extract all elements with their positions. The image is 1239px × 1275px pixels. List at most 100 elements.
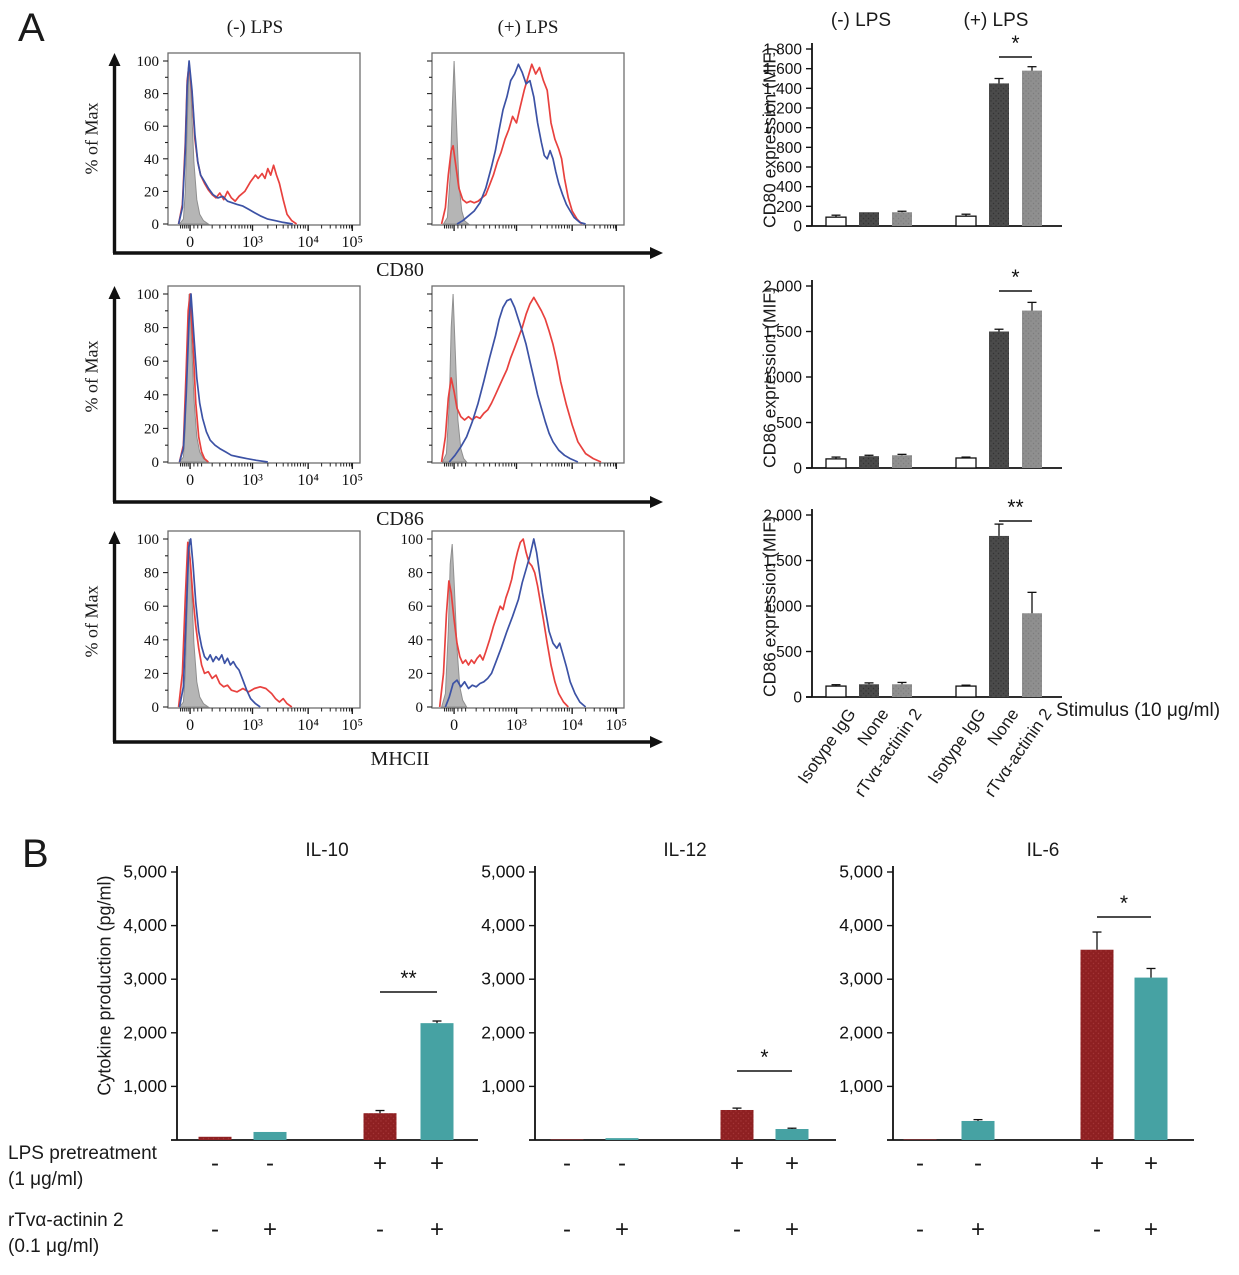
svg-text:0: 0 xyxy=(793,219,802,236)
mif-ylabel-cd80: CD80 expression (MIF) xyxy=(759,47,780,228)
svg-text:10⁵: 10⁵ xyxy=(606,717,628,734)
svg-text:1,500: 1,500 xyxy=(763,324,802,341)
svg-text:100: 100 xyxy=(401,532,424,548)
svg-text:4,000: 4,000 xyxy=(839,915,883,935)
mif-bar-chart-0: 0 200 400 600 800 1,000 1,200 1,400 1,600 1,800 * xyxy=(763,32,1062,236)
treatment-sign: + xyxy=(729,1150,744,1177)
lps-row-label-line1: LPS pretreatment xyxy=(8,1143,157,1164)
cytokine-bar-chart-il-12: 1,000 2,000 3,000 4,000 5,000 * xyxy=(481,862,836,1141)
gray-isotype-curve xyxy=(178,538,210,708)
svg-text:1,800: 1,800 xyxy=(763,42,802,59)
treatment-sign: + xyxy=(784,1216,799,1243)
chart-title-il12: IL-12 xyxy=(663,840,707,861)
svg-text:60: 60 xyxy=(144,354,159,370)
svg-text:10³: 10³ xyxy=(242,472,263,489)
treatment-sign: - xyxy=(211,1216,219,1243)
svg-text:1,000: 1,000 xyxy=(763,120,802,137)
mif-ylabel-mhcii: CD86 expression (MIF) xyxy=(759,516,780,697)
treatment-sign: - xyxy=(733,1216,741,1243)
svg-text:0: 0 xyxy=(416,700,424,716)
significance-label: * xyxy=(760,1046,768,1069)
bar xyxy=(892,681,912,697)
bar xyxy=(961,1118,995,1140)
svg-text:100: 100 xyxy=(137,54,160,70)
marker-label-mhcii: MHCII xyxy=(370,748,430,770)
bar xyxy=(989,77,1009,227)
svg-text:10³: 10³ xyxy=(506,717,527,734)
mif-bar-chart-1: 0 500 1,000 1,500 2,000 * xyxy=(763,266,1062,478)
svg-text:60: 60 xyxy=(408,599,423,615)
red-curve xyxy=(438,538,569,708)
bar xyxy=(605,1138,639,1140)
bar xyxy=(955,684,977,698)
mif-bar-chart-2: 0 500 1,000 1,500 2,000 ** xyxy=(763,496,1062,707)
bar xyxy=(825,684,847,698)
bar xyxy=(420,1020,454,1140)
svg-text:60: 60 xyxy=(144,119,159,135)
svg-text:2,000: 2,000 xyxy=(839,1022,883,1042)
flow-yaxis-label-cd80: % of Max xyxy=(81,102,102,175)
treatment-sign: - xyxy=(974,1150,982,1177)
treatment-sign: - xyxy=(618,1150,626,1177)
svg-text:20: 20 xyxy=(408,666,423,682)
svg-text:1,000: 1,000 xyxy=(839,1076,883,1096)
flow-yaxis-label-cd86: % of Max xyxy=(81,340,102,413)
bar xyxy=(892,453,912,468)
treatment-sign: + xyxy=(429,1216,444,1243)
svg-text:3,000: 3,000 xyxy=(123,969,167,989)
bar xyxy=(955,213,977,227)
bar xyxy=(363,1109,397,1140)
flow-axis-arrows-row2 xyxy=(108,531,663,748)
bar xyxy=(198,1136,232,1140)
significance-label: ** xyxy=(1007,496,1023,519)
treatment-sign: - xyxy=(376,1216,384,1243)
svg-text:80: 80 xyxy=(144,321,159,337)
rtv-row-label-line2: (0.1 μg/ml) xyxy=(8,1236,100,1257)
flow-histogram-cd80-minus-lps: 0 10³ 10⁴ 10⁵ 0 20 40 60 80 100 xyxy=(137,52,363,251)
significance-label: * xyxy=(1011,266,1019,289)
treatment-sign: + xyxy=(1143,1216,1158,1243)
treatment-sign: + xyxy=(1143,1150,1158,1177)
svg-text:100: 100 xyxy=(137,287,160,303)
treatment-sign: + xyxy=(429,1150,444,1177)
gray-isotype-curve xyxy=(442,60,470,225)
treatment-sign: - xyxy=(563,1216,571,1243)
bar xyxy=(989,523,1009,697)
svg-text:1,500: 1,500 xyxy=(763,553,802,570)
treatment-sign: - xyxy=(916,1216,924,1243)
svg-text:10⁴: 10⁴ xyxy=(297,234,319,251)
svg-text:60: 60 xyxy=(144,599,159,615)
svg-text:500: 500 xyxy=(776,415,802,432)
svg-text:4,000: 4,000 xyxy=(481,915,525,935)
svg-text:10⁴: 10⁴ xyxy=(297,472,319,489)
svg-text:0: 0 xyxy=(450,717,458,734)
bar xyxy=(550,1139,584,1140)
flow-histogram-cd86-minus-lps: 0 10³ 10⁴ 10⁵ 0 20 40 60 80 100 xyxy=(137,285,363,489)
svg-text:20: 20 xyxy=(144,666,159,682)
mif-header-minus-lps: (-) LPS xyxy=(830,10,892,31)
bar xyxy=(892,210,912,226)
svg-text:800: 800 xyxy=(776,140,802,157)
svg-text:20: 20 xyxy=(144,184,159,200)
treatment-sign: - xyxy=(1093,1216,1101,1243)
bar xyxy=(859,682,879,697)
svg-text:600: 600 xyxy=(776,160,802,177)
lps-row-label-line2: (1 μg/ml) xyxy=(8,1169,84,1190)
svg-text:0: 0 xyxy=(186,234,194,251)
svg-text:5,000: 5,000 xyxy=(123,862,167,882)
flow-axis-arrows-row0 xyxy=(108,53,663,259)
flow-yaxis-label-mhcii: % of Max xyxy=(81,585,102,658)
red-curve xyxy=(178,293,209,463)
svg-text:1,000: 1,000 xyxy=(763,599,802,616)
svg-text:80: 80 xyxy=(408,566,423,582)
svg-text:1,400: 1,400 xyxy=(763,81,802,98)
stimulus-label: Stimulus (10 μg/ml) xyxy=(1056,700,1221,721)
svg-text:40: 40 xyxy=(144,152,159,168)
blue-curve xyxy=(448,298,579,463)
blue-curve xyxy=(456,63,586,225)
bar xyxy=(720,1107,754,1140)
bar xyxy=(825,214,847,227)
blue-curve xyxy=(178,293,268,463)
